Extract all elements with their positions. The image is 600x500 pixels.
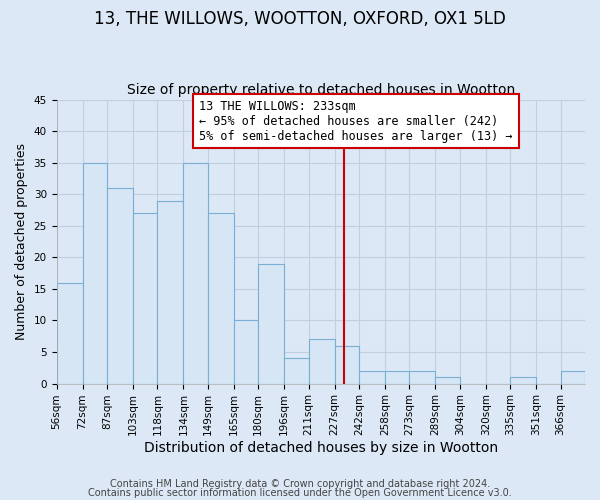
Bar	[184, 162, 208, 384]
Bar	[359, 371, 385, 384]
Text: Contains public sector information licensed under the Open Government Licence v3: Contains public sector information licen…	[88, 488, 512, 498]
Bar	[308, 340, 335, 384]
Bar	[208, 213, 234, 384]
Bar	[133, 213, 157, 384]
Bar	[258, 264, 284, 384]
Bar	[385, 371, 409, 384]
Bar	[510, 378, 536, 384]
Bar	[409, 371, 436, 384]
Bar	[107, 188, 133, 384]
Text: 13 THE WILLOWS: 233sqm
← 95% of detached houses are smaller (242)
5% of semi-det: 13 THE WILLOWS: 233sqm ← 95% of detached…	[199, 100, 513, 142]
Bar	[335, 346, 359, 384]
Bar	[234, 320, 258, 384]
Bar	[560, 371, 585, 384]
Y-axis label: Number of detached properties: Number of detached properties	[15, 143, 28, 340]
Text: 13, THE WILLOWS, WOOTTON, OXFORD, OX1 5LD: 13, THE WILLOWS, WOOTTON, OXFORD, OX1 5L…	[94, 10, 506, 28]
Title: Size of property relative to detached houses in Wootton: Size of property relative to detached ho…	[127, 83, 515, 97]
Bar	[56, 282, 83, 384]
Bar	[284, 358, 308, 384]
Bar	[83, 162, 107, 384]
X-axis label: Distribution of detached houses by size in Wootton: Distribution of detached houses by size …	[144, 441, 498, 455]
Text: Contains HM Land Registry data © Crown copyright and database right 2024.: Contains HM Land Registry data © Crown c…	[110, 479, 490, 489]
Bar	[157, 200, 184, 384]
Bar	[436, 378, 460, 384]
